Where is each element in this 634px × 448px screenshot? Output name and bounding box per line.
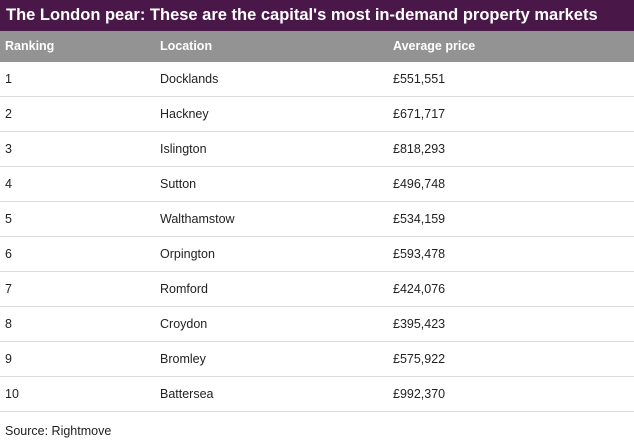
table-row: 8 Croydon £395,423 bbox=[0, 307, 634, 342]
ranking-cell: 6 bbox=[5, 247, 12, 261]
column-header-ranking: Ranking bbox=[5, 39, 55, 53]
location-cell: Sutton bbox=[160, 177, 197, 191]
table-row: 4 Sutton £496,748 bbox=[0, 167, 634, 202]
source-note: Source: Rightmove bbox=[5, 424, 112, 438]
table-row: 5 Walthamstow £534,159 bbox=[0, 202, 634, 237]
average-price-cell: £593,478 bbox=[393, 247, 446, 261]
location-cell: Orpington bbox=[160, 247, 215, 261]
average-price-cell: £424,076 bbox=[393, 282, 446, 296]
table-header-row: Ranking Location Average price bbox=[0, 31, 634, 62]
average-price-cell: £534,159 bbox=[393, 212, 446, 226]
average-price-cell: £395,423 bbox=[393, 317, 446, 331]
table-row: 2 Hackney £671,717 bbox=[0, 97, 634, 132]
table-title: The London pear: These are the capital's… bbox=[0, 0, 634, 31]
location-cell: Romford bbox=[160, 282, 208, 296]
table-body: 1 Docklands £551,551 2 Hackney £671,717 … bbox=[0, 62, 634, 412]
ranking-cell: 5 bbox=[5, 212, 12, 226]
average-price-cell: £818,293 bbox=[393, 142, 446, 156]
table-row: 9 Bromley £575,922 bbox=[0, 342, 634, 377]
ranking-cell: 10 bbox=[5, 387, 19, 401]
table-row: 1 Docklands £551,551 bbox=[0, 62, 634, 97]
ranking-cell: 2 bbox=[5, 107, 12, 121]
average-price-cell: £575,922 bbox=[393, 352, 446, 366]
location-cell: Hackney bbox=[160, 107, 209, 121]
location-cell: Islington bbox=[160, 142, 207, 156]
table-row: 7 Romford £424,076 bbox=[0, 272, 634, 307]
table-row: 3 Islington £818,293 bbox=[0, 132, 634, 167]
location-cell: Battersea bbox=[160, 387, 214, 401]
average-price-cell: £671,717 bbox=[393, 107, 446, 121]
ranking-cell: 1 bbox=[5, 72, 12, 86]
ranking-cell: 3 bbox=[5, 142, 12, 156]
ranking-cell: 7 bbox=[5, 282, 12, 296]
average-price-cell: £551,551 bbox=[393, 72, 446, 86]
average-price-cell: £992,370 bbox=[393, 387, 446, 401]
location-cell: Croydon bbox=[160, 317, 208, 331]
ranking-cell: 4 bbox=[5, 177, 12, 191]
location-cell: Walthamstow bbox=[160, 212, 235, 226]
ranking-cell: 8 bbox=[5, 317, 12, 331]
column-header-average-price: Average price bbox=[393, 39, 476, 53]
location-cell: Docklands bbox=[160, 72, 219, 86]
location-cell: Bromley bbox=[160, 352, 206, 366]
average-price-cell: £496,748 bbox=[393, 177, 446, 191]
ranking-cell: 9 bbox=[5, 352, 12, 366]
column-header-location: Location bbox=[160, 39, 213, 53]
table-row: 6 Orpington £593,478 bbox=[0, 237, 634, 272]
table-row: 10 Battersea £992,370 bbox=[0, 377, 634, 412]
